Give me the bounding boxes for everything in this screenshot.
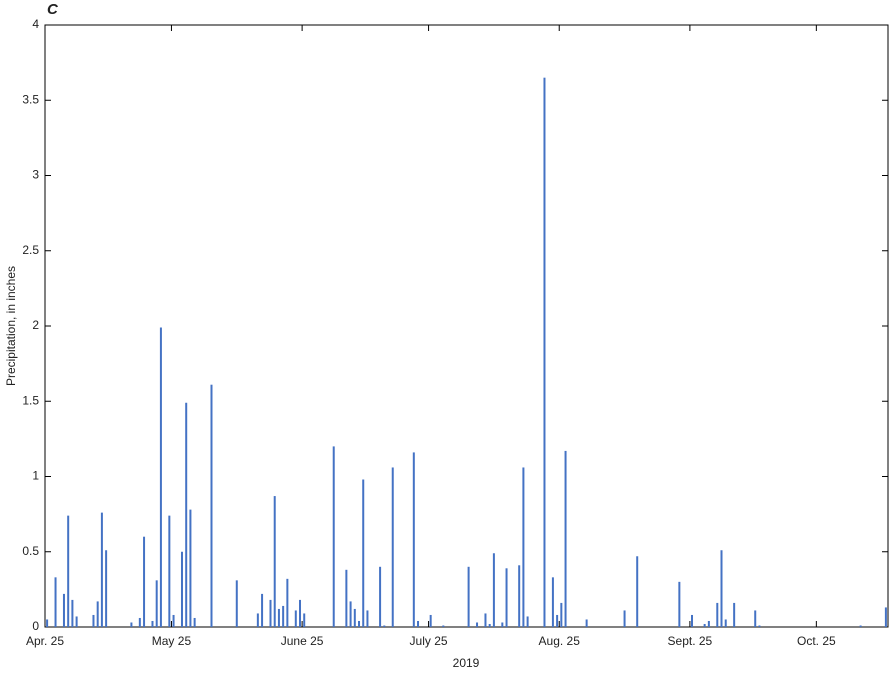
bar <box>707 620 710 627</box>
bar <box>71 599 74 627</box>
y-axis-title: Precipitation, in inches <box>4 266 18 386</box>
bar <box>75 616 78 627</box>
bar <box>476 622 479 627</box>
bar <box>332 446 335 627</box>
bar <box>467 566 470 627</box>
bar <box>159 327 162 627</box>
bar <box>556 614 559 627</box>
bar <box>269 599 272 627</box>
bar <box>256 613 259 627</box>
bar <box>349 601 352 627</box>
bar <box>92 614 95 627</box>
bar <box>286 578 289 627</box>
bar <box>691 614 694 627</box>
y-tick-label: 3 <box>32 168 39 182</box>
bar <box>151 620 154 627</box>
bar <box>277 608 280 627</box>
bar <box>130 622 133 627</box>
bar <box>189 509 192 627</box>
bar <box>636 556 639 627</box>
bar <box>96 601 99 627</box>
bar <box>362 479 365 627</box>
panel-label: C <box>47 1 59 18</box>
bar <box>138 617 141 627</box>
bar <box>180 551 183 627</box>
bar <box>543 77 546 628</box>
bar <box>358 620 361 627</box>
bar <box>379 566 382 627</box>
bar <box>678 581 681 627</box>
bar <box>172 614 175 627</box>
bar <box>417 620 420 627</box>
bar <box>505 568 508 627</box>
bar <box>345 569 348 627</box>
bar <box>492 553 495 627</box>
bar <box>754 610 757 627</box>
bar <box>62 593 65 627</box>
bar <box>46 619 49 627</box>
bar <box>261 593 264 627</box>
bar <box>623 610 626 627</box>
bar <box>391 467 394 627</box>
bar <box>294 610 297 627</box>
bar <box>526 616 529 627</box>
bar <box>185 402 188 627</box>
bar <box>353 608 356 627</box>
y-tick-label: 2.5 <box>22 243 39 257</box>
y-tick-label: 0.5 <box>22 544 39 558</box>
bar <box>168 515 171 627</box>
bar <box>884 607 887 627</box>
bar <box>303 613 306 627</box>
bar <box>210 384 213 627</box>
bar <box>429 614 432 627</box>
x-tick-label: Sept. 25 <box>668 634 713 648</box>
bar <box>282 605 285 627</box>
bar <box>235 580 238 627</box>
y-tick-label: 1.5 <box>22 393 39 407</box>
bar <box>54 577 57 627</box>
bar <box>366 610 369 627</box>
bar <box>720 550 723 627</box>
bar <box>484 613 487 627</box>
bar <box>193 617 196 627</box>
bar <box>560 602 563 627</box>
x-tick-label: Aug. 25 <box>539 634 581 648</box>
bar <box>155 580 158 627</box>
bar <box>522 467 525 627</box>
bar <box>412 452 415 627</box>
x-axis-title: 2019 <box>453 656 480 670</box>
bar <box>859 625 862 627</box>
bar <box>758 625 761 627</box>
y-tick-label: 4 <box>32 17 39 31</box>
bar <box>105 550 108 627</box>
x-tick-label: Apr. 25 <box>26 634 64 648</box>
bar <box>585 619 588 627</box>
bar <box>724 619 727 627</box>
y-tick-label: 1 <box>32 469 39 483</box>
bar <box>716 602 719 627</box>
bar <box>143 536 146 627</box>
bar <box>67 515 70 627</box>
bar <box>551 577 554 627</box>
x-tick-label: May 25 <box>152 634 192 648</box>
bar <box>383 625 386 627</box>
x-tick-label: Oct. 25 <box>797 634 836 648</box>
bar <box>518 565 521 627</box>
x-tick-label: July 25 <box>410 634 448 648</box>
x-tick-label: June 25 <box>281 634 324 648</box>
bar <box>442 625 445 627</box>
bar <box>501 622 504 627</box>
y-tick-label: 2 <box>32 318 39 332</box>
bar <box>733 602 736 627</box>
y-tick-label: 0 <box>32 619 39 633</box>
bar <box>488 623 491 627</box>
bar <box>273 496 276 627</box>
plot-frame <box>44 24 889 628</box>
bar <box>564 450 567 627</box>
bar <box>703 623 706 627</box>
y-tick-label: 3.5 <box>22 92 39 106</box>
bar <box>299 599 302 627</box>
bar <box>100 512 103 627</box>
